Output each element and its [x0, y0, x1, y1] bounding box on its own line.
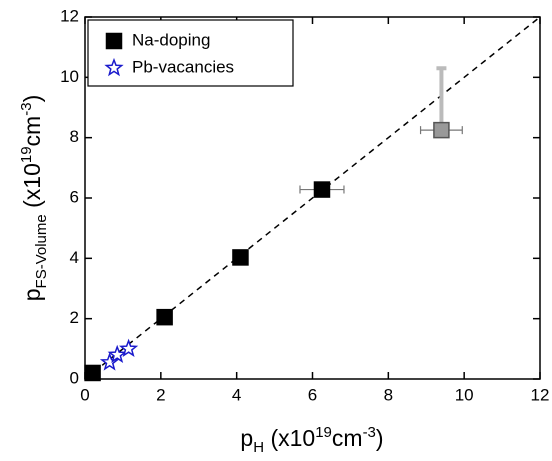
reference-line: [84, 16, 541, 380]
data-point: [433, 121, 450, 139]
x-tick-label: 12: [531, 385, 550, 404]
y-tick-label: 12: [60, 6, 79, 25]
x-tick-label: 2: [156, 385, 165, 404]
y-error-bar: [436, 66, 447, 131]
label-part: FS-Volume: [33, 214, 50, 288]
label-part: 19: [18, 146, 35, 163]
data-point: [313, 181, 331, 198]
legend-label: Pb-vacancies: [132, 57, 234, 76]
label-part: (x10: [19, 163, 45, 214]
data-point: [118, 338, 139, 358]
legend-box: [87, 19, 294, 87]
data-point: [232, 249, 249, 266]
x-tick-label: 4: [232, 385, 241, 404]
legend-label: Na-doping: [132, 30, 210, 49]
data-point: [107, 344, 127, 364]
x-tick-label: 6: [308, 385, 317, 404]
y-tick-label: 2: [70, 308, 79, 327]
label-part: ): [376, 425, 384, 451]
label-part: -3: [363, 424, 376, 441]
data-point: [84, 364, 101, 382]
label-part: cm: [19, 116, 45, 147]
data-point: [156, 308, 173, 326]
y-tick-label: 8: [70, 127, 79, 146]
label-part: H: [253, 439, 264, 456]
legend-marker: [105, 32, 123, 50]
x-tick-label: 0: [80, 385, 89, 404]
y-axis-label: pFS-Volume (x1019cm-3): [18, 95, 50, 302]
y-tick-label: 10: [60, 67, 79, 86]
y-tick-label: 4: [70, 248, 79, 267]
label-part: p: [19, 288, 45, 301]
label-part: ): [19, 95, 45, 103]
y-tick-label: 0: [70, 368, 79, 387]
label-part: -3: [18, 102, 35, 115]
label-part: 19: [315, 424, 332, 441]
x-tick-label: 8: [384, 385, 393, 404]
legend-marker: [104, 57, 124, 77]
x-axis-label: pH (x1019cm-3): [240, 424, 383, 456]
label-part: cm: [332, 425, 363, 451]
x-tick-label: 10: [455, 385, 474, 404]
label-part: (x10: [264, 425, 315, 451]
label-part: p: [240, 425, 253, 451]
y-tick-label: 6: [70, 187, 79, 206]
